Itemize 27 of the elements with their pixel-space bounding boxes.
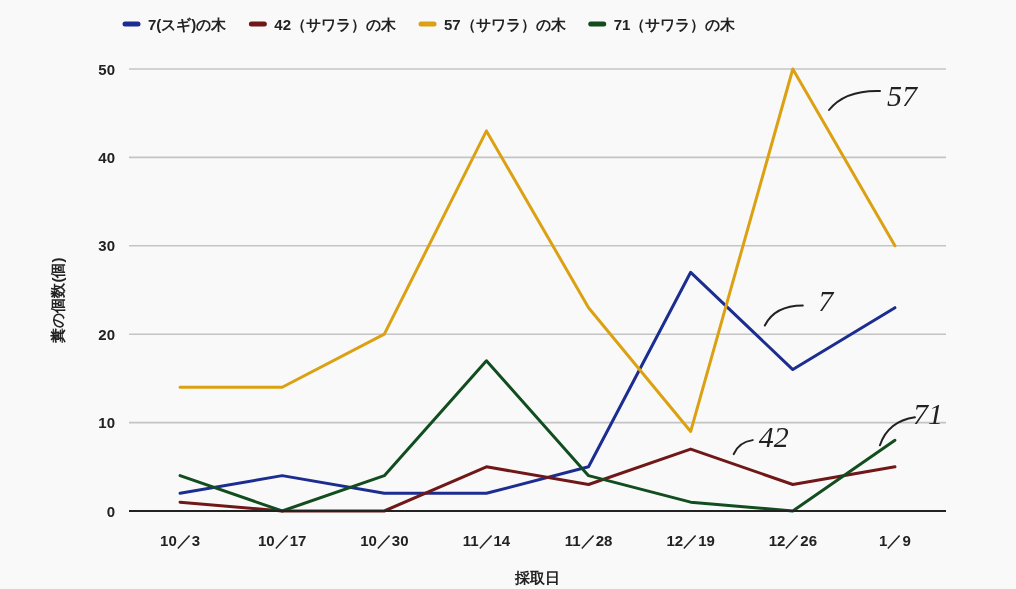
x-tick-label: 12／26 (768, 531, 817, 549)
annotation: 7 (818, 284, 836, 318)
legend-label: 42（サワラ）の木 (274, 15, 398, 33)
x-tick-label: 11／14 (462, 531, 511, 549)
x-tick-label: 10／30 (360, 531, 409, 549)
annotation: 71 (912, 396, 943, 430)
legend-label: 7(スギ)の木 (148, 15, 228, 33)
x-axis-title: 採取日 (514, 568, 560, 586)
line-series (178, 359, 897, 513)
y-tick-label: 0 (106, 502, 115, 520)
legend-label: 57（サワラ）の木 (444, 15, 567, 33)
line-series (178, 270, 897, 495)
x-tick-label: 10／3 (160, 531, 201, 549)
x-tick-label: 1／9 (879, 531, 911, 549)
annotation: 42 (758, 419, 789, 453)
legend-label: 71（サワラ）の木 (613, 15, 737, 33)
x-tick-label: 10／17 (258, 531, 307, 549)
y-tick-label: 30 (98, 237, 115, 255)
y-axis-title: 糞の個数(個) (48, 257, 66, 344)
y-tick-label: 10 (98, 414, 115, 432)
annotation: 57 (887, 78, 919, 112)
y-tick-label: 40 (98, 148, 115, 166)
x-tick-label: 11／28 (564, 531, 613, 549)
line-series (178, 447, 897, 513)
y-tick-label: 20 (98, 325, 115, 343)
x-tick-label: 12／19 (666, 531, 715, 549)
y-tick-label: 50 (98, 60, 115, 78)
